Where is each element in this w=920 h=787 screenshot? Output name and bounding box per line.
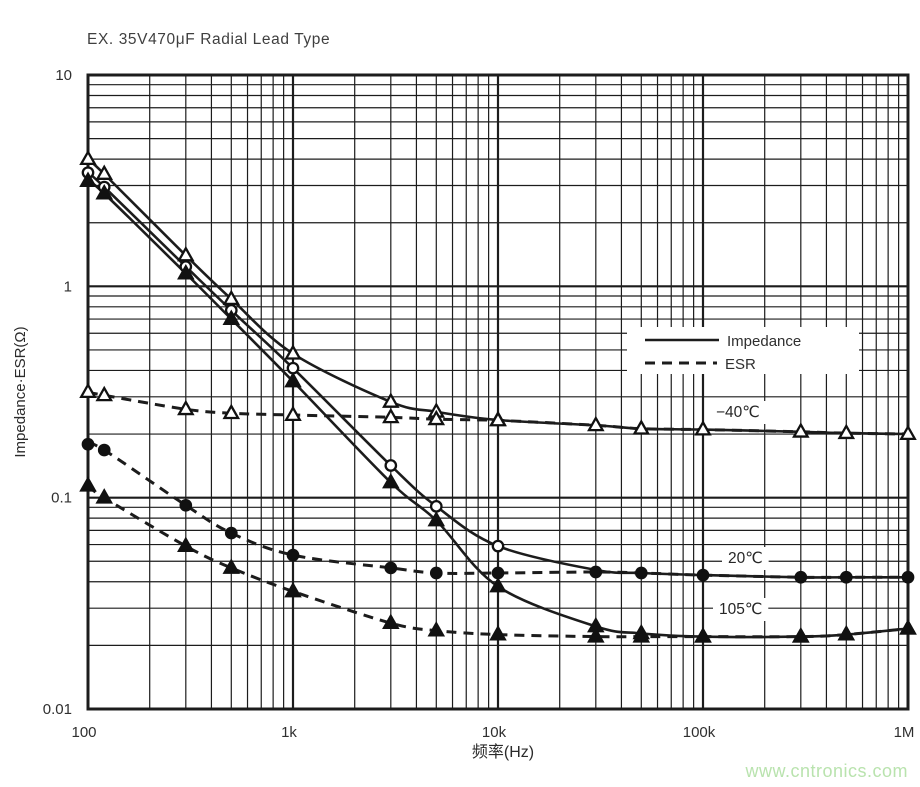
x-tick-10k: 10k bbox=[482, 724, 507, 741]
chart-title: EX. 35V470μF Radial Lead Type bbox=[87, 31, 331, 48]
y-axis-tick-labels: 10 1 0.1 0.01 bbox=[43, 67, 72, 718]
watermark: www.cntronics.com bbox=[745, 761, 908, 781]
legend-impedance-label: Impedance bbox=[727, 333, 801, 350]
x-tick-100k: 100k bbox=[683, 724, 716, 741]
y-tick-1: 1 bbox=[64, 278, 72, 295]
x-tick-1M: 1M bbox=[894, 724, 915, 741]
temp-label-20: 20℃ bbox=[728, 550, 763, 567]
temp-label-40: −40℃ bbox=[716, 404, 760, 421]
y-tick-10: 10 bbox=[55, 67, 72, 84]
series-markers-esr-40 bbox=[79, 382, 507, 427]
y-tick-0-01: 0.01 bbox=[43, 701, 72, 718]
x-axis-title: 频率(Hz) bbox=[472, 743, 534, 761]
y-tick-0-1: 0.1 bbox=[51, 490, 72, 507]
grid bbox=[86, 73, 910, 711]
series-markers-esr-105 bbox=[79, 476, 917, 643]
series-line-esr-40 bbox=[87, 390, 909, 436]
x-tick-100: 100 bbox=[71, 724, 96, 741]
x-tick-1k: 1k bbox=[281, 724, 297, 741]
x-axis-tick-labels: 100 1k 10k 100k 1M bbox=[71, 724, 914, 741]
series-markers-esr-20 bbox=[81, 437, 915, 584]
legend: Impedance ESR bbox=[627, 327, 859, 374]
y-axis-title: Impedance·ESR(Ω) bbox=[12, 326, 29, 457]
curve-temperature-labels: −40℃ 20℃ 105℃ bbox=[710, 401, 769, 621]
temp-label-105: 105℃ bbox=[719, 601, 762, 618]
legend-esr-label: ESR bbox=[725, 356, 756, 373]
